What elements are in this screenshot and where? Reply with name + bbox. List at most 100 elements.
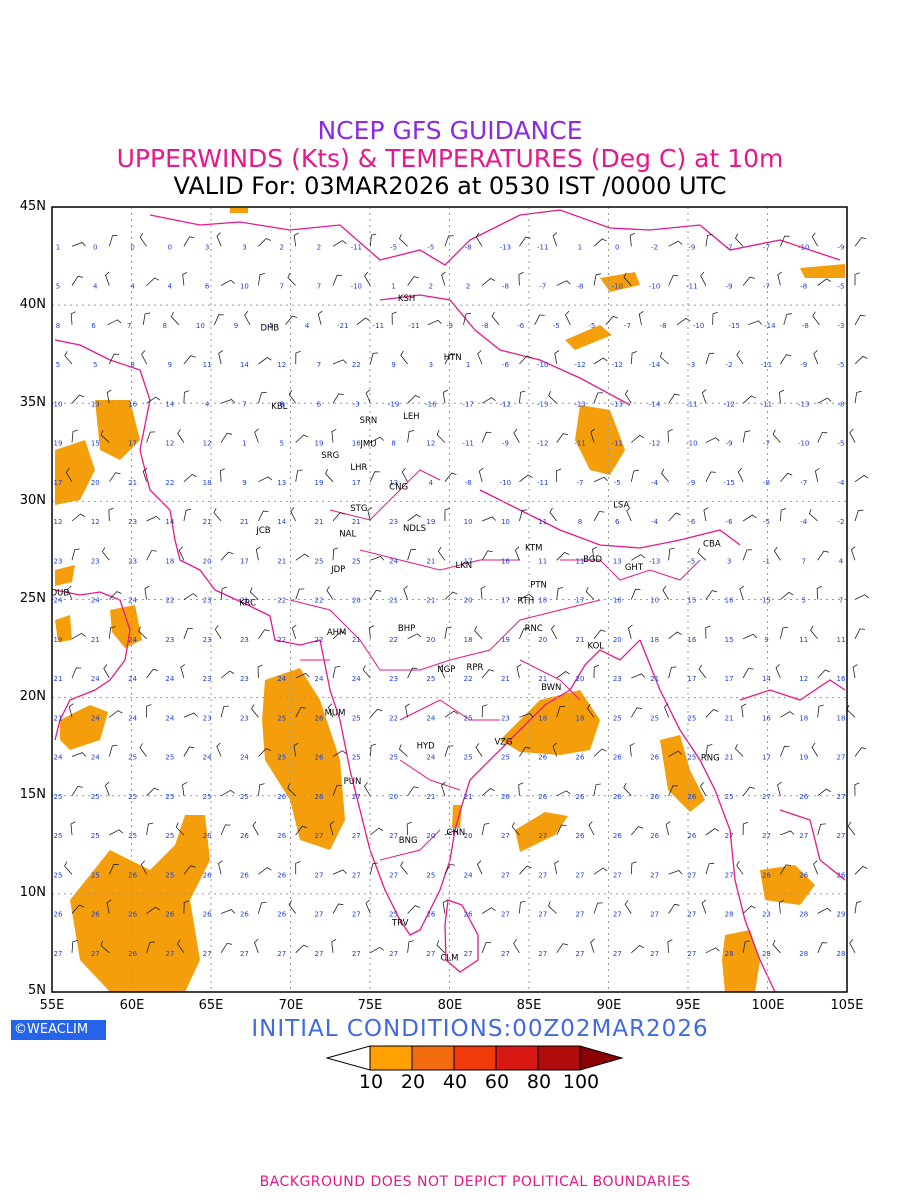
wind-barb (258, 629, 270, 640)
temperature-value: 14 (240, 361, 249, 369)
temperature-value: 2 (279, 243, 283, 251)
temperature-value: 21 (128, 479, 137, 487)
temperature-value: 26 (464, 911, 473, 919)
wind-barb (676, 317, 691, 326)
temperature-value: 19 (799, 754, 808, 762)
temperature-value: 22 (165, 479, 174, 487)
colorbar-swatch (453, 1045, 497, 1071)
temperature-value: -4 (838, 479, 846, 487)
temperature-value: 0 (168, 243, 172, 251)
temperature-value: 27 (650, 950, 659, 958)
temperature-value: 23 (762, 911, 771, 919)
temperature-value: -4 (651, 518, 659, 526)
wind-barb (631, 945, 645, 954)
temperature-value: 15 (91, 440, 100, 448)
temperature-value: 16 (687, 636, 696, 644)
lon-label: 70E (278, 998, 304, 1013)
wind-barb (783, 313, 792, 325)
station-label: STG (350, 504, 367, 514)
temperature-value: 8 (279, 400, 283, 408)
weaclim-logo: ©WEACLIM (11, 1020, 106, 1040)
wind-barb (623, 783, 632, 797)
wind-barb (369, 233, 377, 247)
wind-barb (593, 357, 608, 365)
wind-barb (140, 860, 147, 875)
temperature-value: 25 (277, 754, 286, 762)
temperature-value: 24 (128, 597, 137, 605)
temperature-value: -5 (614, 479, 621, 487)
wind-barb (65, 468, 73, 483)
shading-patch (600, 272, 640, 292)
station-label: JMU (359, 439, 376, 449)
wind-barb (661, 468, 669, 483)
wind-barb (565, 310, 571, 325)
wind-barb (106, 389, 112, 404)
temperature-value: 26 (91, 911, 100, 919)
temperature-value: 27 (389, 871, 398, 879)
lon-label: 85E (516, 998, 542, 1013)
temperature-value: 11 (799, 636, 808, 644)
wind-barb (630, 707, 642, 718)
myanmar-coast (639, 639, 776, 993)
temperature-value: 27 (501, 871, 510, 879)
temperature-value: 23 (501, 714, 510, 722)
wind-barb (100, 430, 110, 443)
wind-barb (249, 587, 259, 600)
map-frame (51, 206, 848, 993)
wind-barb (854, 747, 867, 757)
wind-barb (481, 788, 495, 797)
temperature-value: -13 (574, 400, 585, 408)
wind-barb (183, 236, 195, 247)
temperature-value: 25 (352, 754, 361, 762)
wind-barb (712, 311, 718, 325)
wind-barb (170, 312, 180, 326)
temperature-value: 27 (538, 950, 547, 958)
temperature-value: -8 (577, 283, 584, 291)
wind-barb (288, 389, 297, 404)
temperature-value: 27 (352, 832, 361, 840)
temperature-value: -7 (800, 479, 807, 487)
temperature-value: 20 (464, 597, 473, 605)
wind-barb (780, 508, 787, 522)
colorbar-label: 60 (484, 1071, 510, 1093)
temperature-value: 17 (725, 675, 734, 683)
wind-barb (742, 821, 749, 836)
temperature-value: -7 (624, 322, 631, 330)
initial-conditions: INITIAL CONDITIONS:00Z02MAR2026 (251, 1016, 709, 1042)
temperature-value: 13 (613, 557, 622, 565)
wind-barb (293, 232, 299, 247)
wind-barb (369, 471, 380, 482)
colorbar-high-triangle (579, 1045, 624, 1071)
temperature-value: -9 (446, 322, 453, 330)
wind-barb (516, 664, 522, 679)
wind-barb (332, 274, 343, 286)
temperature-value: 21 (725, 754, 734, 762)
temperature-value: 26 (538, 793, 547, 801)
wind-barb (146, 906, 161, 914)
wind-barb (590, 938, 595, 953)
wind-barb (332, 631, 346, 640)
wind-barb (667, 939, 673, 953)
malay-coast (779, 809, 846, 881)
wind-barb (369, 625, 375, 639)
wind-barb (736, 860, 744, 875)
temperature-value: -11 (408, 322, 419, 330)
temperature-value: 27 (426, 950, 435, 958)
wind-barb (258, 357, 272, 365)
temperature-value: 27 (538, 911, 547, 919)
station-label: NDLS (403, 524, 426, 534)
lat-label: 45N (19, 199, 46, 214)
temperature-value: 25 (501, 754, 510, 762)
temperature-value: -6 (502, 361, 510, 369)
wind-barb (142, 312, 151, 325)
shading-patch (95, 400, 140, 460)
wind-barb (705, 828, 720, 836)
wind-barb (108, 234, 118, 247)
temperature-value: 20 (576, 675, 585, 683)
temperature-value: 21 (426, 597, 435, 605)
lat-label: 35N (19, 395, 46, 410)
wind-barb (252, 821, 259, 836)
temperature-value: 27 (762, 832, 771, 840)
wind-barb (214, 625, 222, 640)
temperature-value: 21 (576, 636, 585, 644)
